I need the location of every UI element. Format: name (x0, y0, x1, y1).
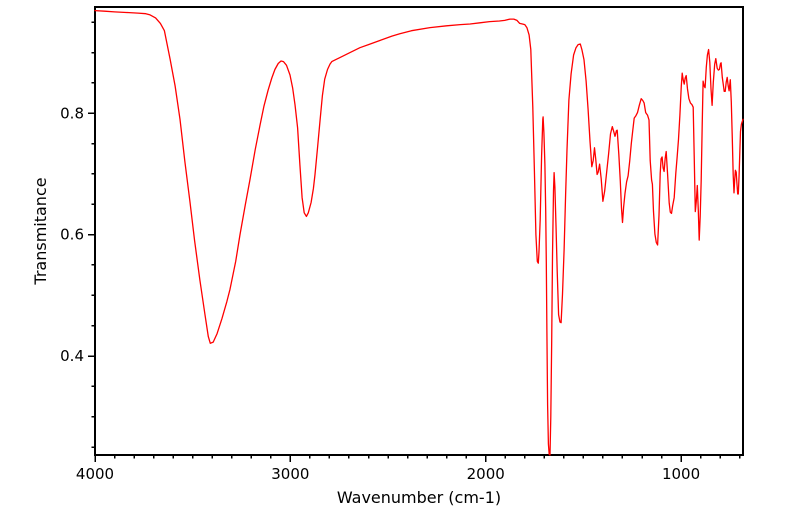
y-tick-label: 0.8 (60, 104, 84, 122)
x-tick-label: 1000 (662, 465, 700, 483)
y-axis-label: Transmitance (31, 177, 50, 285)
x-tick-label: 4000 (76, 465, 114, 483)
spectrum-line (94, 9, 744, 456)
y-tick-label: 0.6 (60, 226, 84, 244)
x-tick-label: 2000 (467, 465, 505, 483)
x-axis-label: Wavenumber (cm-1) (337, 488, 501, 507)
x-tick-label: 3000 (271, 465, 309, 483)
plot-border (94, 6, 744, 456)
y-tick-label: 0.4 (60, 347, 84, 365)
